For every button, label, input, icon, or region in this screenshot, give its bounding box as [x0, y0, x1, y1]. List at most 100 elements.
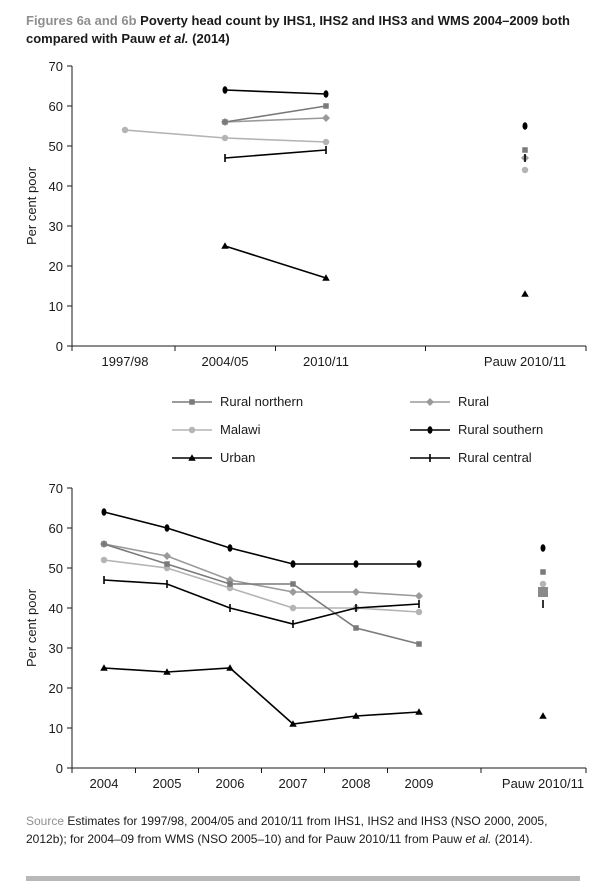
pauw-highlight-marker	[538, 587, 548, 597]
data-point	[352, 712, 360, 719]
data-point	[322, 138, 330, 146]
data-point	[100, 664, 108, 671]
x-tick-label: 2005	[153, 776, 182, 791]
series-line	[103, 667, 420, 725]
data-point	[289, 604, 297, 612]
data-point	[101, 508, 107, 516]
data-point	[353, 560, 359, 568]
legend-marker	[189, 399, 195, 405]
axes: 0 10 20 30 40 50 60 70 1997/98 2004/05 2010/11 Pauw…	[49, 59, 587, 369]
legend-marker	[426, 398, 434, 406]
legend-label-rural: Rural	[458, 394, 490, 409]
chart-6b: 0 10 20 30 40 50 60 70 2004 2005 2006 2007 2008 2009 P…	[24, 481, 587, 791]
y-tick-label: 20	[49, 681, 63, 696]
legend-marker	[427, 426, 433, 434]
series-rural-central	[224, 146, 526, 162]
source-end: (2014).	[491, 832, 533, 846]
source-label: Source	[26, 814, 65, 828]
x-tick-label: 2010/11	[303, 354, 349, 369]
title-year: (2014)	[188, 31, 230, 46]
series-line	[103, 543, 420, 597]
y-tick-label: 50	[49, 561, 63, 576]
x-tick-label: 2006	[216, 776, 245, 791]
legend-marker	[188, 426, 196, 434]
x-tick-label: 2004	[90, 776, 119, 791]
data-point	[521, 166, 529, 174]
series-rural-southern	[101, 508, 546, 568]
legend-label-urban: Urban	[220, 450, 256, 465]
data-point	[322, 114, 330, 122]
data-point	[353, 625, 359, 631]
series-line	[103, 543, 420, 645]
data-point	[290, 560, 296, 568]
legend-swatch-rural	[410, 398, 450, 406]
legend-label-rural-southern: Rural southern	[458, 422, 544, 437]
x-tick-label: 2008	[342, 776, 371, 791]
data-point	[100, 556, 108, 564]
y-tick-label: 0	[56, 339, 63, 354]
y-tick-label: 40	[49, 179, 63, 194]
data-point	[522, 122, 528, 130]
data-point	[540, 569, 546, 575]
data-point	[415, 608, 423, 616]
y-tick-label: 10	[49, 721, 63, 736]
legend-label-rural-northern: Rural northern	[220, 394, 304, 409]
x-tick-label: 2004/05	[202, 354, 249, 369]
series-rural-northern	[222, 103, 528, 153]
data-point	[164, 561, 170, 567]
x-tick-label: Pauw 2010/11	[502, 776, 584, 791]
data-point	[290, 581, 296, 587]
y-axis-label: Per cent poor	[24, 166, 39, 245]
title-text: Poverty head count by IHS1, IHS2 and IHS…	[26, 13, 571, 46]
y-tick-label: 50	[49, 139, 63, 154]
data-point	[289, 720, 297, 727]
legend-swatch-rural-southern	[410, 426, 450, 434]
series-line	[224, 245, 327, 279]
y-tick-label: 20	[49, 259, 63, 274]
data-point	[415, 708, 423, 715]
data-point	[222, 86, 228, 94]
legend-swatch-urban	[172, 454, 212, 461]
y-tick-label: 60	[49, 521, 63, 536]
y-tick-label: 60	[49, 99, 63, 114]
chart-6a: 0 10 20 30 40 50 60 70 1997/98 2004/05 2010/11 Pauw…	[24, 59, 587, 369]
legend-label-rural-central: Rural central	[458, 450, 532, 465]
x-tick-label: 1997/98	[102, 354, 149, 369]
series-rural-southern	[222, 86, 528, 130]
source-text: Estimates for 1997/98, 2004/05 and 2010/…	[26, 814, 548, 846]
data-point	[222, 119, 228, 125]
data-point	[322, 274, 330, 281]
x-tick-label: Pauw 2010/11	[484, 354, 566, 369]
data-point	[227, 544, 233, 552]
data-point	[227, 581, 233, 587]
legend-swatch-rural-central	[410, 454, 450, 462]
data-point	[163, 552, 171, 560]
data-point	[101, 541, 107, 547]
data-point	[416, 641, 422, 647]
data-point	[540, 544, 546, 552]
y-tick-label: 0	[56, 761, 63, 776]
data-point	[539, 712, 547, 719]
series-line	[224, 149, 327, 159]
figure-label: Figures 6a and 6b	[26, 13, 137, 28]
bottom-rule	[26, 876, 580, 881]
data-point	[416, 560, 422, 568]
data-point	[521, 290, 529, 297]
y-tick-label: 70	[49, 481, 63, 496]
y-tick-label: 30	[49, 641, 63, 656]
source-note: Source Estimates for 1997/98, 2004/05 an…	[26, 812, 582, 848]
data-point	[323, 103, 329, 109]
data-point	[352, 588, 360, 596]
title-et-al: et al.	[158, 31, 189, 46]
data-point	[226, 664, 234, 671]
x-tick-label: 2009	[405, 776, 434, 791]
legend-swatch-malawi	[172, 426, 212, 434]
series-line	[224, 117, 327, 123]
y-tick-label: 10	[49, 299, 63, 314]
series-rural-central	[103, 576, 544, 628]
data-point	[221, 242, 229, 249]
legend: Rural northern Rural Malawi Rural southe…	[160, 392, 580, 472]
data-point	[121, 126, 129, 134]
data-point	[163, 668, 171, 675]
x-tick-label: 2007	[279, 776, 308, 791]
